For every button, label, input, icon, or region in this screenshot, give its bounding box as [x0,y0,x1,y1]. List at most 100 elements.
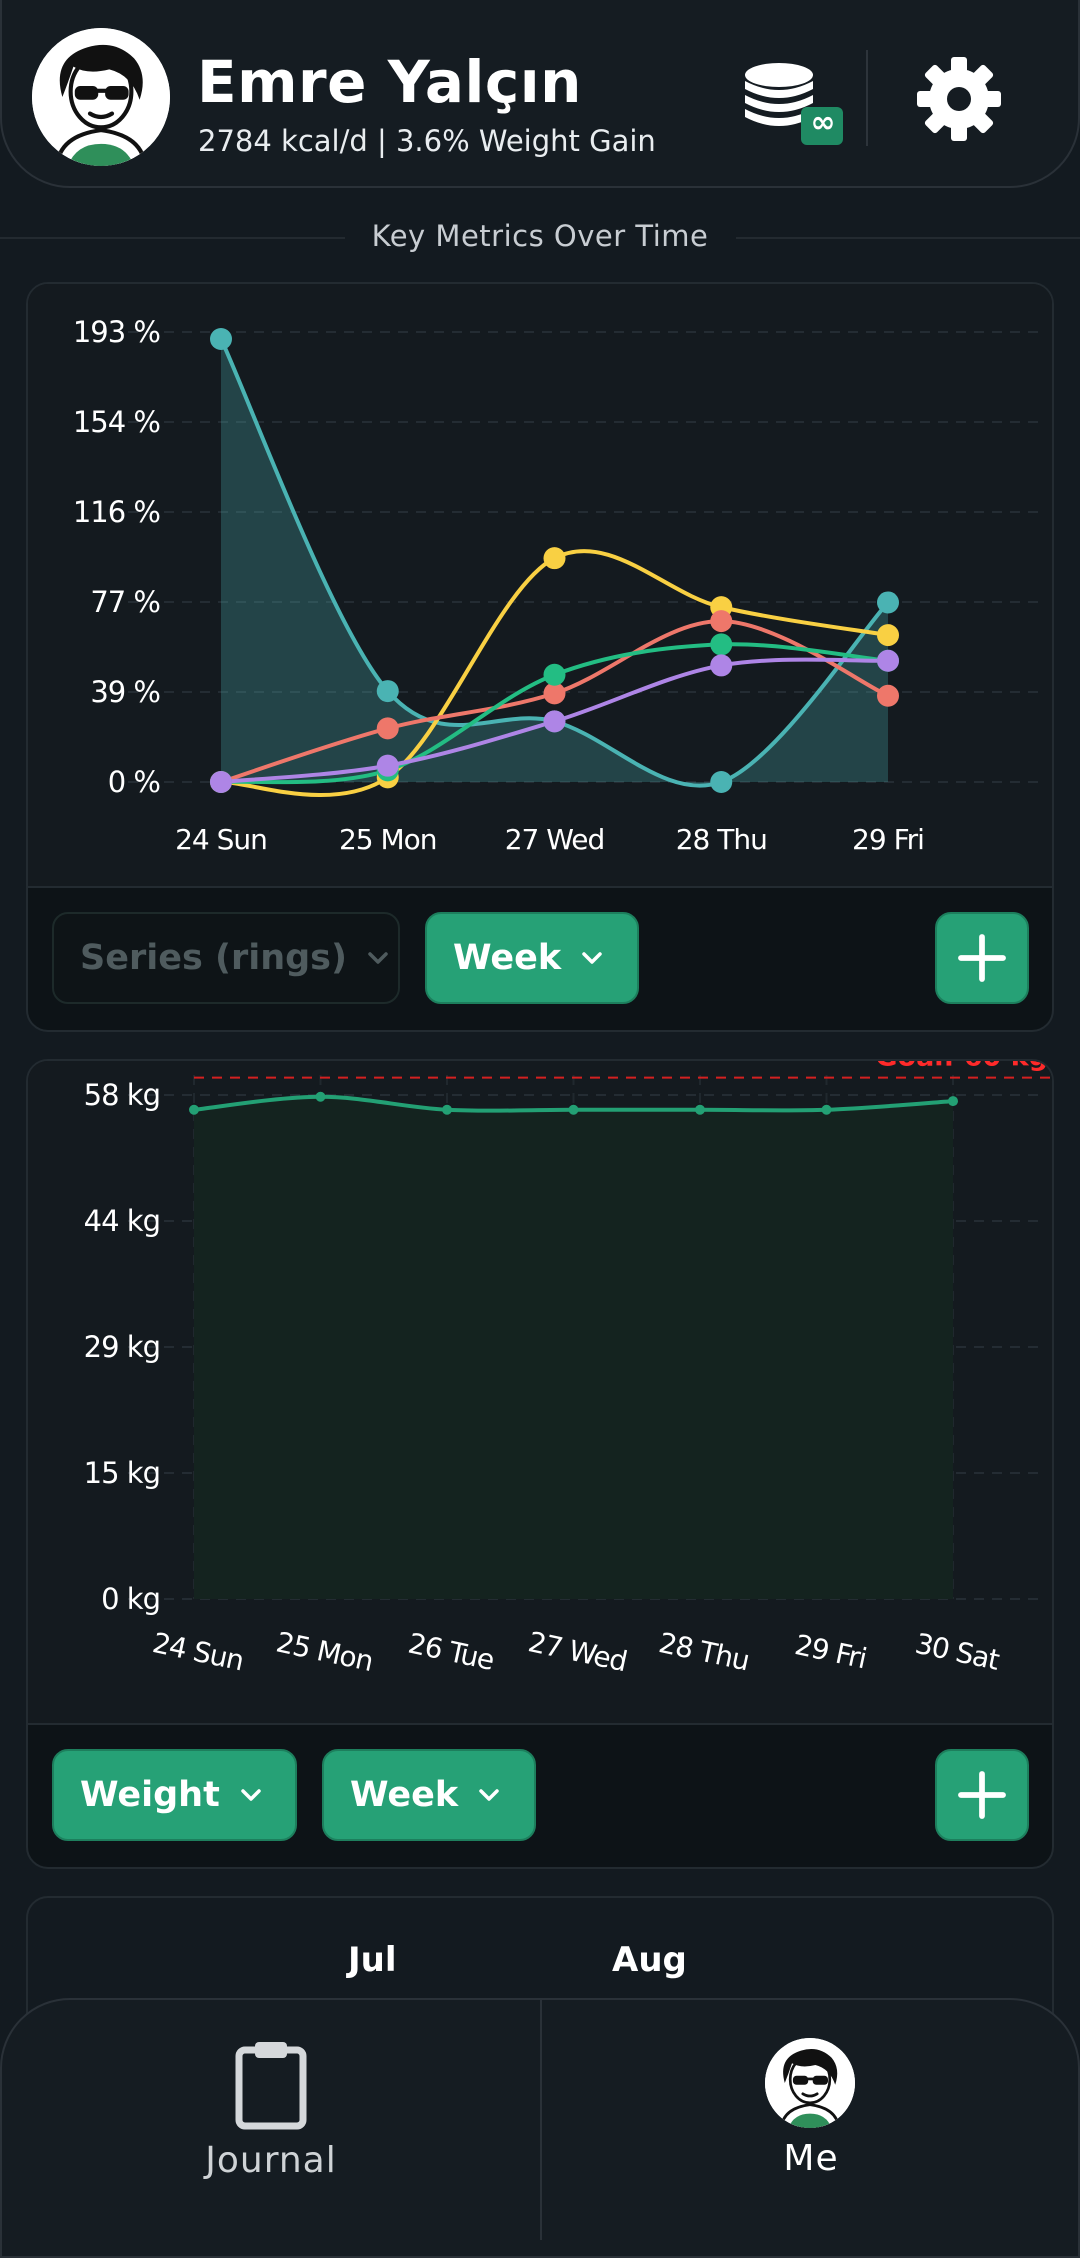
coins-button[interactable]: ∞ [737,57,847,152]
x-tick-label: 27 Wed [525,1625,629,1678]
infinite-coins-badge: ∞ [810,105,836,140]
chevron-down-icon [582,952,602,964]
controls-divider [28,886,1052,888]
weight-area [194,1096,953,1599]
weight-range-dropdown[interactable]: Week [322,1749,536,1841]
profile-header: Emre Yalçın 2784 kcal/d | 3.6% Weight Ga… [0,0,1080,188]
data-point[interactable] [543,663,566,686]
nav-me-label: Me [783,2138,839,2179]
x-tick-label: 26 Tue [405,1627,496,1677]
data-point[interactable] [442,1104,452,1115]
data-point[interactable] [210,327,232,350]
y-tick-label: 0 kg [101,1582,160,1616]
settings-button[interactable] [914,54,1004,144]
data-point[interactable] [877,624,899,647]
weight-area-chart: 58 kg 44 kg 29 kg 15 kg 0 kg 24 Sun 25 Mon 26 T… [84,1061,1052,1678]
add-metric-button[interactable] [935,912,1029,1004]
x-tick-label: 27 Wed [505,823,605,856]
x-tick-label: 24 Sun [175,823,267,856]
data-point[interactable] [543,682,566,705]
data-point[interactable] [695,1104,705,1115]
metrics-chart-card: 193 % 154 % 116 % 77 % 39 % 0 % 24 Sun 25 Mon 27… [26,282,1054,1032]
series-dropdown-label: Series (rings) [80,938,348,978]
y-tick-label: 0 % [108,765,160,799]
coins-icon [745,63,843,145]
y-tick-label: 154 % [73,405,160,439]
data-point[interactable] [315,1091,326,1102]
goal-label: Goal: 60 kg [875,1061,1048,1073]
x-tick-label: 30 Sat [912,1627,1002,1677]
weight-metric-label: Weight [80,1775,220,1815]
weight-chart-card: 58 kg 44 kg 29 kg 15 kg 0 kg 24 Sun 25 Mon 26 T… [26,1059,1054,1869]
plus-icon [958,934,1006,982]
chevron-down-icon [479,1789,499,1801]
profile-avatar[interactable] [32,28,170,166]
weight-metric-dropdown[interactable]: Weight [52,1749,297,1841]
bottom-navigation: Journal Me [0,1998,1080,2258]
data-point[interactable] [210,771,232,793]
title-divider-left [0,237,345,239]
plus-icon [958,1771,1006,1819]
gear-icon [917,57,1001,141]
user-stats: 2784 kcal/d | 3.6% Weight Gain [198,124,656,158]
controls-divider [28,1723,1052,1725]
avatar-illustration [765,2038,855,2128]
data-point[interactable] [710,771,733,793]
chevron-down-icon [241,1789,261,1801]
y-tick-label: 44 kg [84,1204,160,1238]
metrics-range-dropdown[interactable]: Week [425,912,639,1004]
metrics-range-label: Week [453,938,562,978]
data-point[interactable] [877,649,899,672]
y-tick-label: 77 % [90,585,160,619]
clipboard-icon [235,2042,307,2130]
data-point[interactable] [877,591,899,614]
metrics-chart-area: 193 % 154 % 116 % 77 % 39 % 0 % 24 Sun 25 Mon 27… [28,284,1052,886]
data-point[interactable] [376,717,399,740]
series-dropdown[interactable]: Series (rings) [52,912,400,1004]
data-point[interactable] [376,754,399,777]
data-point[interactable] [877,684,899,707]
weight-chart-area: 58 kg 44 kg 29 kg 15 kg 0 kg 24 Sun 25 Mon 26 T… [28,1061,1052,1723]
series-line [219,338,890,788]
y-tick-label: 116 % [73,495,160,529]
nav-divider [540,2000,542,2240]
nav-journal-label: Journal [205,2140,337,2181]
data-point[interactable] [543,710,566,733]
data-point[interactable] [821,1104,832,1115]
user-name: Emre Yalçın [197,48,582,116]
nav-journal[interactable]: Journal [2,2000,540,2216]
x-tick-label: 29 Fri [852,823,924,856]
x-tick-label: 24 Sun [150,1626,247,1677]
add-weight-button[interactable] [935,1749,1029,1841]
calendar-month-aug: Aug [612,1940,687,1980]
data-point[interactable] [189,1104,199,1115]
data-point[interactable] [376,680,399,703]
data-point[interactable] [543,547,566,570]
x-tick-label: 28 Thu [676,823,767,856]
section-title: Key Metrics Over Time [371,219,709,253]
metrics-line-chart: 193 % 154 % 116 % 77 % 39 % 0 % 24 Sun 25 Mon 27… [73,315,1038,856]
y-tick-label: 39 % [90,675,160,709]
y-tick-label: 15 kg [84,1456,160,1490]
x-tick-label: 29 Fri [792,1628,869,1675]
calendar-month-jul: Jul [348,1940,397,1980]
chevron-down-icon [368,952,388,964]
data-point[interactable] [568,1104,579,1115]
series-area [221,338,888,786]
avatar-illustration [32,28,170,166]
y-tick-label: 193 % [73,315,160,349]
title-divider-right [736,237,1080,239]
data-point[interactable] [710,654,733,677]
header-divider [866,50,868,146]
me-avatar [765,2038,855,2128]
x-tick-label: 25 Mon [339,823,437,856]
data-point[interactable] [710,610,733,633]
nav-me[interactable]: Me [542,2000,1080,2216]
x-tick-label: 28 Thu [656,1626,752,1677]
data-point[interactable] [710,633,733,656]
data-point[interactable] [948,1096,958,1107]
y-tick-label: 29 kg [84,1330,160,1364]
y-tick-label: 58 kg [84,1078,160,1112]
weight-range-label: Week [350,1775,459,1815]
x-tick-label: 25 Mon [273,1625,375,1678]
